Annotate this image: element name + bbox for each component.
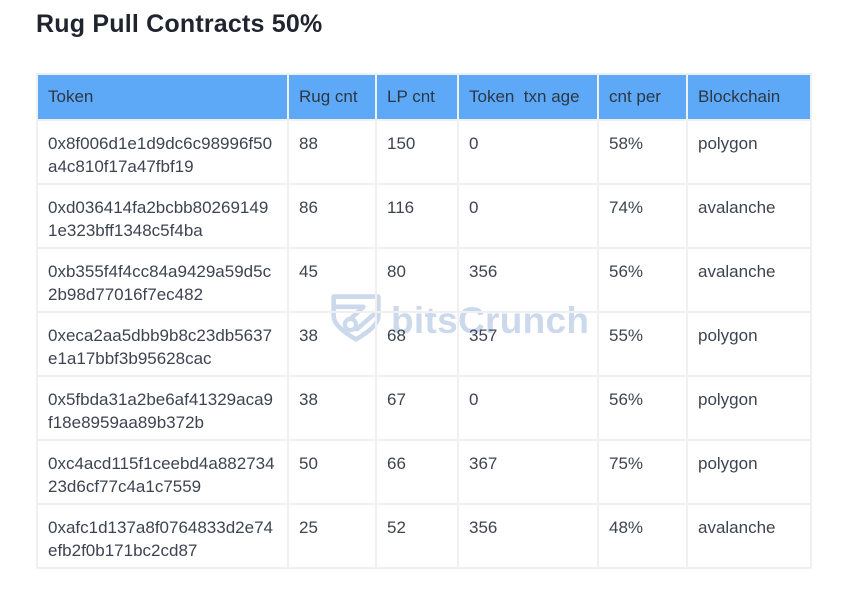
table-row: 0xd036414fa2bcbb802691491e323bff1348c5f4… xyxy=(36,183,812,249)
rug-cnt-cell: 86 xyxy=(287,183,377,249)
token-cell: 0x5fbda31a2be6af41329aca9f18e8959aa89b37… xyxy=(36,375,289,441)
cnt-per-cell: 48% xyxy=(597,503,688,569)
rug-cnt-cell: 50 xyxy=(287,439,377,505)
token-cell: 0xd036414fa2bcbb802691491e323bff1348c5f4… xyxy=(36,183,289,249)
column-header-token: Token xyxy=(36,73,289,121)
blockchain-cell: polygon xyxy=(686,439,812,505)
rug-cnt-cell: 38 xyxy=(287,375,377,441)
page-title: Rug Pull Contracts 50% xyxy=(36,10,323,38)
table-row: 0xc4acd115f1ceebd4a88273423d6cf77c4a1c75… xyxy=(36,439,812,505)
rug-cnt-cell: 25 xyxy=(287,503,377,569)
token-txn-age-cell: 356 xyxy=(457,247,599,313)
lp-cnt-cell: 66 xyxy=(375,439,459,505)
token-txn-age-cell: 357 xyxy=(457,311,599,377)
lp-cnt-cell: 67 xyxy=(375,375,459,441)
rug-cnt-cell: 45 xyxy=(287,247,377,313)
cnt-per-cell: 55% xyxy=(597,311,688,377)
blockchain-cell: avalanche xyxy=(686,503,812,569)
cnt-per-cell: 74% xyxy=(597,183,688,249)
lp-cnt-cell: 52 xyxy=(375,503,459,569)
lp-cnt-cell: 150 xyxy=(375,119,459,185)
column-header-blockchain: Blockchain xyxy=(686,73,812,121)
rug-pull-table-container: Token Rug cnt LP cnt Token txn age cnt p… xyxy=(36,73,812,569)
column-header-cnt-per: cnt per xyxy=(597,73,688,121)
rug-cnt-cell: 88 xyxy=(287,119,377,185)
header-row: Token Rug cnt LP cnt Token txn age cnt p… xyxy=(36,73,812,121)
token-txn-age-cell: 356 xyxy=(457,503,599,569)
lp-cnt-cell: 68 xyxy=(375,311,459,377)
token-cell: 0xafc1d137a8f0764833d2e74efb2f0b171bc2cd… xyxy=(36,503,289,569)
lp-cnt-cell: 80 xyxy=(375,247,459,313)
column-header-lp-cnt: LP cnt xyxy=(375,73,459,121)
table-row: 0xb355f4f4cc84a9429a59d5c2b98d77016f7ec4… xyxy=(36,247,812,313)
column-header-rug-cnt: Rug cnt xyxy=(287,73,377,121)
cnt-per-cell: 56% xyxy=(597,247,688,313)
column-header-token-txn-age: Token txn age xyxy=(457,73,599,121)
table-row: 0x8f006d1e1d9dc6c98996f50a4c810f17a47fbf… xyxy=(36,119,812,185)
token-txn-age-cell: 0 xyxy=(457,183,599,249)
cnt-per-cell: 75% xyxy=(597,439,688,505)
token-txn-age-cell: 367 xyxy=(457,439,599,505)
token-txn-age-cell: 0 xyxy=(457,119,599,185)
cnt-per-cell: 58% xyxy=(597,119,688,185)
token-cell: 0x8f006d1e1d9dc6c98996f50a4c810f17a47fbf… xyxy=(36,119,289,185)
blockchain-cell: polygon xyxy=(686,375,812,441)
rug-cnt-cell: 38 xyxy=(287,311,377,377)
token-cell: 0xb355f4f4cc84a9429a59d5c2b98d77016f7ec4… xyxy=(36,247,289,313)
table-row: 0xafc1d137a8f0764833d2e74efb2f0b171bc2cd… xyxy=(36,503,812,569)
blockchain-cell: polygon xyxy=(686,311,812,377)
blockchain-cell: avalanche xyxy=(686,247,812,313)
token-cell: 0xc4acd115f1ceebd4a88273423d6cf77c4a1c75… xyxy=(36,439,289,505)
table-row: 0xeca2aa5dbb9b8c23db5637e1a17bbf3b95628c… xyxy=(36,311,812,377)
table-row: 0x5fbda31a2be6af41329aca9f18e8959aa89b37… xyxy=(36,375,812,441)
blockchain-cell: polygon xyxy=(686,119,812,185)
rug-pull-table: Token Rug cnt LP cnt Token txn age cnt p… xyxy=(36,73,812,569)
lp-cnt-cell: 116 xyxy=(375,183,459,249)
token-txn-age-cell: 0 xyxy=(457,375,599,441)
blockchain-cell: avalanche xyxy=(686,183,812,249)
token-cell: 0xeca2aa5dbb9b8c23db5637e1a17bbf3b95628c… xyxy=(36,311,289,377)
cnt-per-cell: 56% xyxy=(597,375,688,441)
